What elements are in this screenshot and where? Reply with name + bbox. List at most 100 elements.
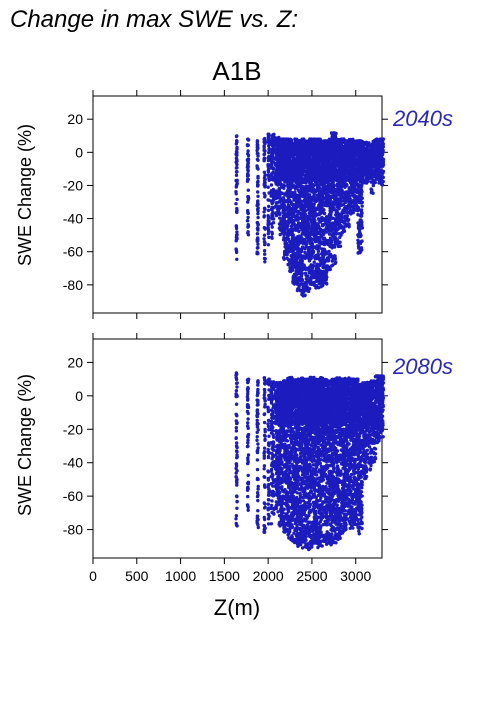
data-point [296,177,300,181]
data-point [283,158,287,163]
data-point [270,230,274,234]
data-point [343,220,347,224]
data-point [287,206,291,211]
data-point [313,214,318,218]
data-point [358,163,363,167]
data-point [291,252,295,256]
data-point [291,220,295,224]
data-point [356,185,361,189]
data-point [332,183,336,188]
data-point [275,171,279,175]
data-point [267,235,271,240]
data-point [256,167,260,171]
data-point [283,227,287,232]
data-point [317,231,322,236]
data-point [317,164,321,169]
data-point [330,207,335,211]
data-point [256,146,260,150]
data-point [330,160,335,164]
data-point [357,208,361,212]
data-point [348,176,352,180]
data-point [340,162,344,166]
data-point [313,211,317,215]
data-point [245,219,250,223]
data-point [338,240,342,244]
data-point [340,219,344,223]
data-point [317,246,322,250]
data-point [300,278,305,282]
data-point [256,194,260,198]
data-point [278,153,282,157]
data-point [246,149,250,153]
data-point [274,204,278,208]
data-point [344,224,348,228]
data-point [327,257,331,262]
data-point [366,178,370,182]
data-point [234,192,238,196]
data-point [321,173,325,177]
data-point [313,156,317,161]
data-point [335,204,339,209]
data-point [299,288,303,293]
data-point [317,212,321,217]
data-point [290,236,294,241]
data-point [347,162,351,166]
data-point [263,260,267,264]
data-point [256,236,260,240]
data-point [306,214,310,219]
data-point [316,226,321,230]
data-point [299,199,304,203]
data-point [281,196,286,200]
data-point [235,209,239,214]
data-point [255,180,260,184]
data-point [326,238,331,243]
data-point [274,213,279,218]
data-point [308,145,312,149]
data-point [360,222,364,227]
data-point [329,239,334,243]
data-point [327,199,331,203]
data-point [234,202,238,206]
data-point [317,262,322,266]
data-point [300,271,304,276]
data-point [262,249,267,253]
data-point [286,219,290,223]
data-point [235,157,239,161]
data-point [266,208,271,213]
data-point [277,138,282,142]
data-point [256,174,260,179]
data-point [266,158,271,163]
y-tick-label: -20 [63,177,83,193]
data-point [294,224,299,229]
data-point [271,188,275,193]
data-point [335,201,339,206]
data-point [322,183,326,187]
data-point [366,153,371,157]
data-point [352,161,357,165]
data-point [262,144,266,148]
data-point [300,161,304,165]
data-point [291,146,296,150]
data-point [262,176,267,180]
data-point [340,141,344,145]
data-point [281,256,286,260]
data-point [296,200,300,204]
data-point [340,172,344,176]
data-point [349,170,353,174]
data-point [289,139,294,143]
data-point [312,233,317,237]
data-point [255,139,260,143]
data-point [322,211,327,216]
data-point [307,287,312,291]
data-point [271,154,275,158]
data-point [311,206,315,210]
data-point [335,164,339,168]
data-point [295,163,299,167]
y-tick-label: -60 [63,244,83,260]
data-point [290,268,295,272]
data-point [296,269,300,274]
data-point [290,215,294,219]
data-point [360,158,365,162]
data-point [330,244,334,248]
data-point [324,281,329,285]
